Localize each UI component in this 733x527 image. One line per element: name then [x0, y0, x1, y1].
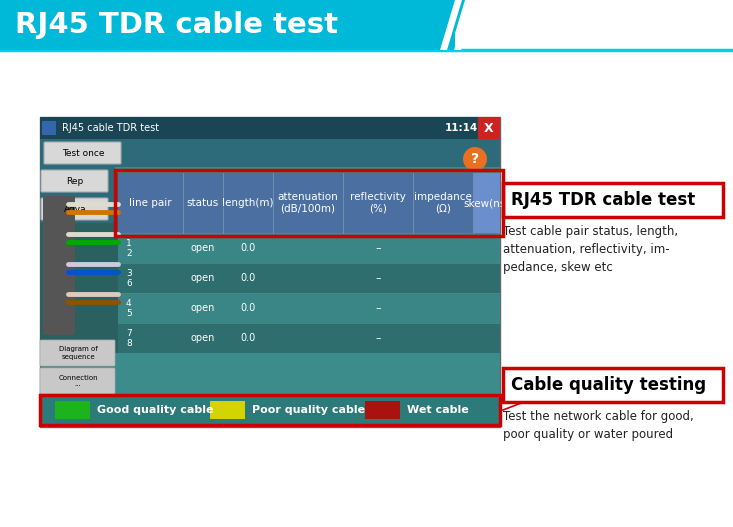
FancyBboxPatch shape: [40, 173, 118, 353]
FancyBboxPatch shape: [55, 401, 90, 419]
FancyBboxPatch shape: [118, 173, 500, 233]
Text: 0.0: 0.0: [240, 243, 256, 253]
Text: RJ45 TDR cable test: RJ45 TDR cable test: [511, 191, 695, 209]
Text: 0.0: 0.0: [240, 333, 256, 343]
Text: –: –: [375, 243, 381, 253]
Text: 0.0: 0.0: [240, 303, 256, 313]
FancyBboxPatch shape: [473, 173, 500, 233]
FancyBboxPatch shape: [41, 198, 108, 220]
Text: line pair: line pair: [129, 198, 172, 208]
Text: status: status: [187, 198, 219, 208]
Text: 11:14: 11:14: [445, 123, 478, 133]
Text: 1: 1: [126, 239, 132, 248]
Text: Rep: Rep: [67, 177, 84, 186]
Text: Good quality cable: Good quality cable: [97, 405, 213, 415]
FancyBboxPatch shape: [44, 142, 121, 164]
FancyBboxPatch shape: [478, 117, 500, 139]
Text: –: –: [375, 273, 381, 283]
FancyBboxPatch shape: [0, 0, 455, 50]
Text: open: open: [191, 243, 216, 253]
Text: Test once: Test once: [62, 149, 104, 158]
Text: open: open: [191, 303, 216, 313]
Text: 6: 6: [126, 279, 132, 288]
Text: 7: 7: [126, 329, 132, 338]
FancyBboxPatch shape: [503, 368, 723, 402]
FancyBboxPatch shape: [118, 323, 500, 353]
FancyBboxPatch shape: [118, 263, 500, 293]
Text: impedance
(Ω): impedance (Ω): [414, 192, 472, 214]
Text: RJ45 cable TDR test: RJ45 cable TDR test: [62, 123, 159, 133]
Text: 8: 8: [126, 339, 132, 348]
FancyBboxPatch shape: [210, 401, 245, 419]
FancyBboxPatch shape: [40, 139, 500, 167]
Polygon shape: [454, 0, 476, 50]
Text: Adva: Adva: [64, 204, 86, 213]
Text: length(m): length(m): [222, 198, 273, 208]
Text: Wet cable: Wet cable: [407, 405, 468, 415]
Text: 0.0: 0.0: [240, 273, 256, 283]
FancyBboxPatch shape: [40, 195, 115, 223]
Text: 4: 4: [126, 299, 132, 308]
FancyBboxPatch shape: [40, 117, 500, 427]
FancyBboxPatch shape: [365, 401, 400, 419]
Text: skew(ns): skew(ns): [463, 198, 509, 208]
FancyBboxPatch shape: [42, 121, 56, 135]
Text: 3: 3: [126, 269, 132, 278]
Text: X: X: [485, 122, 494, 134]
Text: 2: 2: [126, 249, 132, 259]
Text: open: open: [191, 273, 216, 283]
Text: Poor quality cable: Poor quality cable: [252, 405, 365, 415]
Text: Connection
...: Connection ...: [58, 375, 97, 387]
Text: Cable quality testing: Cable quality testing: [511, 376, 706, 394]
Text: ?: ?: [471, 152, 479, 166]
Text: 5: 5: [126, 309, 132, 318]
FancyBboxPatch shape: [40, 117, 500, 139]
Text: Diagram of
sequence: Diagram of sequence: [59, 346, 97, 359]
Text: attenuation
(dB/100m): attenuation (dB/100m): [278, 192, 339, 214]
FancyBboxPatch shape: [40, 368, 115, 394]
Polygon shape: [440, 0, 462, 50]
FancyBboxPatch shape: [503, 183, 723, 217]
Circle shape: [463, 147, 487, 171]
FancyBboxPatch shape: [118, 233, 500, 263]
Text: reflectivity
(%): reflectivity (%): [350, 192, 406, 214]
FancyBboxPatch shape: [40, 340, 115, 366]
FancyBboxPatch shape: [41, 170, 108, 192]
Text: Test cable pair status, length,
attenuation, reflectivity, im-
pedance, skew etc: Test cable pair status, length, attenuat…: [503, 225, 678, 274]
FancyBboxPatch shape: [118, 293, 500, 323]
Text: –: –: [375, 303, 381, 313]
Text: open: open: [191, 333, 216, 343]
Text: Test the network cable for good,
poor quality or water poured: Test the network cable for good, poor qu…: [503, 410, 693, 441]
FancyBboxPatch shape: [40, 167, 115, 195]
FancyBboxPatch shape: [40, 395, 500, 425]
Text: RJ45 TDR cable test: RJ45 TDR cable test: [15, 11, 338, 39]
Polygon shape: [425, 0, 465, 50]
FancyBboxPatch shape: [43, 196, 75, 335]
Text: –: –: [375, 333, 381, 343]
